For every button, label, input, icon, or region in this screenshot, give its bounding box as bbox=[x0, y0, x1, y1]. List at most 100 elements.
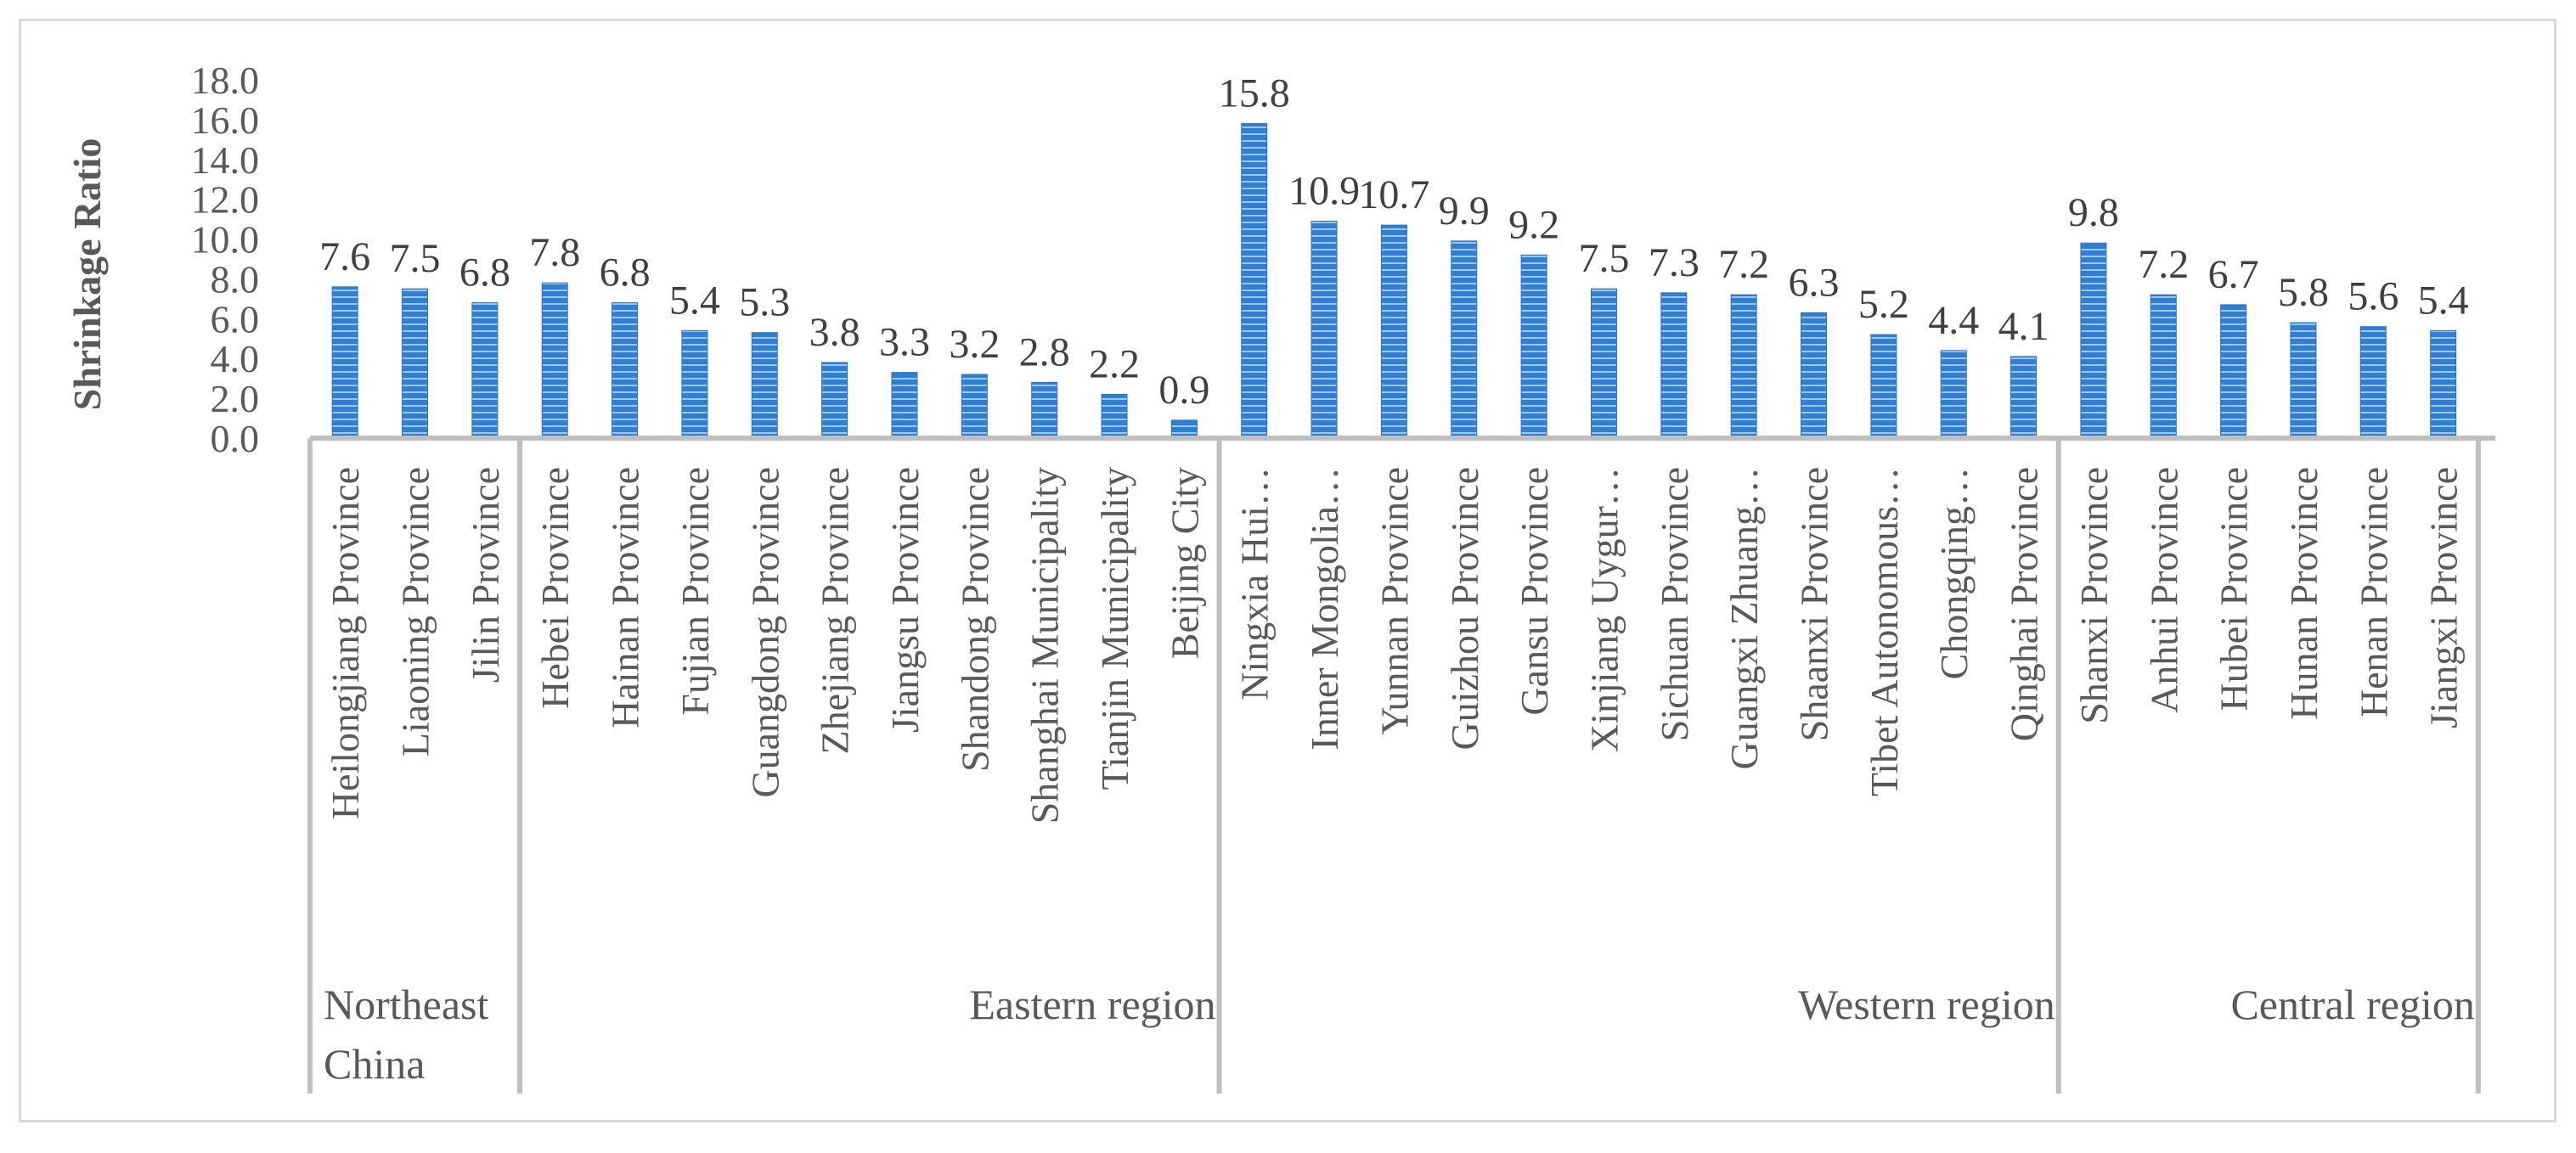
data-label: 15.8 bbox=[1219, 71, 1290, 116]
bar bbox=[1801, 312, 1828, 439]
x-tick-label: Jiangsu Province bbox=[883, 467, 927, 733]
bar bbox=[1590, 288, 1617, 439]
data-label: 2.2 bbox=[1089, 341, 1140, 386]
y-tick-label: 6.0 bbox=[211, 297, 260, 340]
x-tick-label: Anhui Province bbox=[2142, 467, 2185, 713]
group-label: China bbox=[324, 1040, 425, 1088]
x-tick-label: Shaanxi Province bbox=[1793, 467, 1836, 741]
bar bbox=[331, 286, 358, 439]
data-label: 4.1 bbox=[1998, 304, 2049, 349]
y-tick-label: 8.0 bbox=[211, 257, 260, 301]
x-tick-label: Tianjin Municipality bbox=[1093, 467, 1136, 790]
group-label: Central region bbox=[2230, 981, 2474, 1028]
bar bbox=[681, 329, 708, 439]
bar bbox=[2290, 322, 2317, 439]
data-label: 5.6 bbox=[2348, 274, 2398, 319]
x-tick-label: Heilongjiang Province bbox=[324, 467, 367, 819]
bar bbox=[1870, 334, 1897, 439]
bar bbox=[1451, 240, 1478, 439]
x-tick-label: Liaoning Province bbox=[394, 467, 437, 756]
data-label: 9.2 bbox=[1508, 202, 1559, 247]
x-tick-label: Gansu Province bbox=[1513, 467, 1556, 716]
data-label: 6.8 bbox=[600, 250, 651, 295]
x-tick-label: Hebei Province bbox=[533, 467, 577, 709]
y-tick-label: 2.0 bbox=[211, 377, 260, 420]
bar bbox=[1170, 419, 1198, 439]
data-label: 6.7 bbox=[2208, 252, 2259, 297]
x-tick-label: Shanghai Municipality bbox=[1023, 467, 1067, 824]
x-tick-label: Zhejiang Province bbox=[814, 467, 857, 755]
bar bbox=[2359, 326, 2387, 439]
y-tick-label: 18.0 bbox=[191, 59, 260, 102]
data-label: 3.2 bbox=[949, 322, 1000, 367]
x-tick-label: Qinghai Province bbox=[2003, 467, 2046, 741]
data-label: 5.3 bbox=[739, 280, 790, 325]
x-tick-label: Sichuan Province bbox=[1653, 467, 1696, 741]
y-tick-label: 4.0 bbox=[211, 337, 260, 380]
data-label: 5.2 bbox=[1858, 282, 1909, 327]
bar bbox=[2430, 329, 2457, 439]
data-label: 5.4 bbox=[669, 278, 720, 323]
bar bbox=[1101, 393, 1128, 439]
bar bbox=[612, 302, 639, 439]
bar bbox=[541, 282, 568, 439]
bar bbox=[1031, 381, 1058, 439]
x-tick-label: Guangxi Zhuang… bbox=[1722, 467, 1766, 769]
bar bbox=[471, 302, 499, 439]
bar bbox=[2150, 294, 2177, 439]
bar bbox=[2220, 304, 2247, 439]
data-label: 9.9 bbox=[1439, 188, 1490, 233]
data-labels: 7.6 7.5 6.8 7.8 6.8 5.4 5.3 3.8 3.3 3.2 2.8 2.2 0.9 1… bbox=[319, 71, 2469, 413]
bar bbox=[1660, 292, 1688, 439]
x-tick-label: Tibet Autonomous… bbox=[1863, 467, 1906, 796]
chart-frame bbox=[19, 19, 2556, 1122]
x-axis-labels: Heilongjiang Province Liaoning Province Ji… bbox=[324, 467, 2466, 824]
y-axis-ticks: 0.02.04.06.08.010.012.014.016.018.0 bbox=[191, 59, 260, 460]
group-labels: Northeast China Eastern region Western regi… bbox=[324, 981, 2475, 1088]
x-tick-label: Jilin Province bbox=[464, 467, 507, 683]
bar bbox=[821, 362, 848, 439]
data-label: 3.3 bbox=[879, 320, 930, 365]
x-tick-label: Henan Province bbox=[2352, 467, 2395, 717]
data-label: 7.5 bbox=[390, 236, 441, 281]
data-label: 6.3 bbox=[1789, 260, 1840, 305]
x-tick-label: Guangdong Province bbox=[743, 467, 786, 798]
x-tick-label: Shandong Province bbox=[953, 467, 996, 772]
data-label: 2.8 bbox=[1019, 329, 1070, 374]
y-tick-label: 14.0 bbox=[191, 138, 260, 182]
x-tick-label: Beijing City bbox=[1163, 467, 1206, 659]
x-tick-label: Chongqing… bbox=[1932, 467, 1976, 679]
data-label: 3.8 bbox=[809, 310, 860, 355]
x-tick-label: Ningxia Hui… bbox=[1233, 467, 1277, 700]
data-label: 4.4 bbox=[1928, 298, 1979, 343]
data-label: 10.7 bbox=[1358, 172, 1429, 217]
data-label: 7.3 bbox=[1649, 240, 1699, 285]
x-tick-label: Shanxi Province bbox=[2072, 467, 2116, 724]
bar bbox=[2080, 242, 2107, 439]
x-tick-label: Inner Mongolia… bbox=[1303, 467, 1346, 750]
bar bbox=[1241, 123, 1268, 439]
data-label: 0.9 bbox=[1158, 368, 1209, 413]
bar bbox=[751, 332, 778, 439]
x-tick-label: Yunnan Province bbox=[1373, 467, 1416, 735]
data-label: 10.9 bbox=[1288, 168, 1360, 213]
axis-lines bbox=[307, 436, 2495, 1094]
x-tick-label: Hunan Province bbox=[2282, 467, 2325, 720]
data-label: 5.4 bbox=[2418, 278, 2469, 323]
x-tick-label: Xinjiang Uygur… bbox=[1582, 467, 1626, 752]
data-label: 5.8 bbox=[2278, 270, 2329, 315]
y-axis-title: Shrinkage Ratio bbox=[65, 138, 109, 411]
bar bbox=[1730, 294, 1757, 439]
y-tick-label: 10.0 bbox=[191, 218, 260, 262]
bar bbox=[1940, 350, 1967, 439]
y-tick-label: 12.0 bbox=[191, 178, 260, 222]
data-label: 7.2 bbox=[1718, 242, 1769, 287]
bar bbox=[1380, 224, 1407, 439]
x-tick-label: Guizhou Province bbox=[1443, 467, 1486, 750]
bar bbox=[2010, 356, 2038, 439]
bar bbox=[1520, 254, 1547, 439]
bars bbox=[331, 123, 2457, 439]
data-label: 7.8 bbox=[529, 230, 580, 275]
bar bbox=[961, 374, 988, 439]
